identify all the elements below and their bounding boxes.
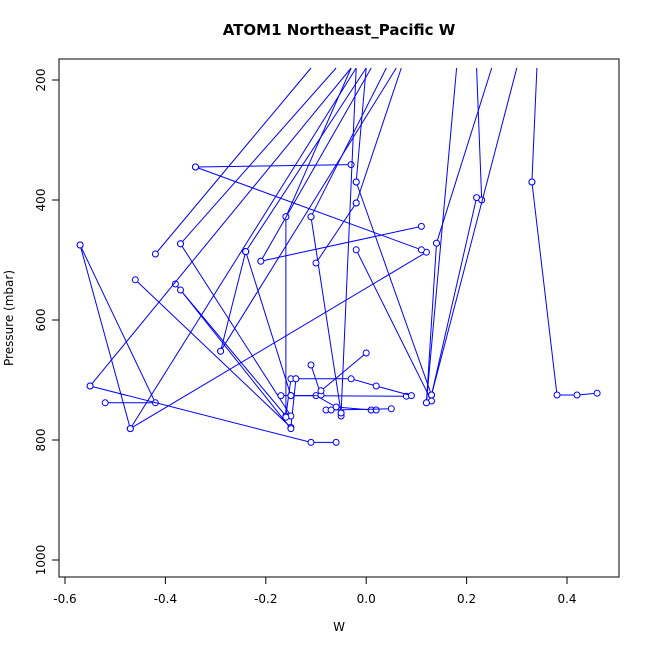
x-axis-label: W bbox=[333, 620, 345, 634]
x-tick-label: 0.0 bbox=[357, 592, 376, 606]
data-point bbox=[86, 382, 94, 390]
data-point bbox=[101, 399, 109, 407]
data-point bbox=[352, 199, 360, 207]
series-line bbox=[531, 67, 538, 183]
data-point bbox=[593, 389, 601, 397]
series-line bbox=[476, 67, 483, 201]
data-point bbox=[292, 375, 300, 383]
data-point bbox=[171, 280, 179, 288]
data-point bbox=[347, 161, 355, 169]
series-line bbox=[89, 67, 352, 387]
series-line bbox=[260, 225, 422, 262]
data-point bbox=[573, 391, 581, 399]
data-point bbox=[312, 259, 320, 267]
series-line bbox=[180, 67, 337, 245]
y-axis-label: Pressure (mbar) bbox=[2, 270, 16, 366]
series-line bbox=[290, 395, 407, 397]
data-point bbox=[282, 413, 290, 421]
series-line bbox=[245, 67, 367, 252]
data-point bbox=[327, 406, 335, 414]
data-point bbox=[428, 391, 435, 399]
series-line bbox=[425, 243, 437, 403]
data-point bbox=[76, 241, 84, 249]
series-line bbox=[355, 249, 432, 402]
series-line bbox=[436, 67, 493, 244]
series-line bbox=[220, 251, 247, 352]
series-line bbox=[195, 164, 352, 168]
plot-area bbox=[76, 67, 601, 446]
y-axis: 200 400 600 800 1000 bbox=[34, 69, 60, 576]
data-point bbox=[287, 425, 295, 433]
series-line bbox=[310, 67, 387, 218]
data-point bbox=[407, 392, 415, 400]
data-point bbox=[417, 222, 425, 230]
data-point bbox=[307, 438, 315, 446]
series-line bbox=[220, 67, 397, 352]
data-point bbox=[126, 425, 134, 433]
data-point bbox=[217, 347, 225, 355]
data-point bbox=[347, 375, 355, 383]
x-tick-label: -0.6 bbox=[53, 592, 76, 606]
series-line bbox=[180, 289, 292, 429]
series-line bbox=[285, 67, 352, 218]
y-tick-label: 800 bbox=[34, 429, 48, 452]
series-line bbox=[355, 67, 367, 183]
x-axis: -0.6 -0.4 -0.2 0.0 0.2 0.4 bbox=[53, 576, 577, 606]
series-line bbox=[155, 67, 312, 255]
data-point bbox=[372, 382, 380, 390]
series-line bbox=[320, 352, 367, 392]
x-tick-label: -0.2 bbox=[254, 592, 277, 606]
series-line bbox=[340, 67, 357, 414]
data-point bbox=[332, 438, 340, 446]
series-line bbox=[245, 251, 292, 396]
data-point bbox=[387, 405, 395, 413]
data-point bbox=[307, 361, 315, 369]
data-point bbox=[287, 392, 295, 400]
series-line bbox=[195, 166, 422, 251]
series-line bbox=[431, 197, 478, 396]
data-point bbox=[277, 392, 285, 400]
data-point bbox=[242, 248, 250, 256]
x-tick-label: -0.4 bbox=[154, 592, 177, 606]
data-point bbox=[528, 178, 536, 186]
x-tick-label: 0.4 bbox=[557, 592, 576, 606]
data-point bbox=[433, 239, 440, 247]
data-point bbox=[317, 387, 325, 395]
data-point bbox=[352, 178, 360, 186]
data-point bbox=[417, 246, 425, 254]
data-point bbox=[337, 409, 345, 417]
series-line bbox=[260, 67, 372, 262]
series-line bbox=[129, 67, 357, 429]
data-point bbox=[151, 250, 159, 258]
data-point bbox=[257, 257, 265, 265]
series-line bbox=[425, 67, 458, 403]
series-line bbox=[295, 378, 412, 397]
data-point bbox=[422, 399, 430, 407]
series-line bbox=[431, 67, 518, 396]
series-line bbox=[355, 67, 402, 204]
data-point bbox=[553, 391, 561, 399]
data-point bbox=[307, 213, 315, 221]
y-tick-label: 400 bbox=[34, 189, 48, 212]
data-point bbox=[177, 240, 184, 248]
y-tick-label: 200 bbox=[34, 69, 48, 92]
chart-title: ATOM1 Northeast_Pacific W bbox=[223, 21, 456, 39]
data-point bbox=[177, 286, 184, 294]
data-point bbox=[131, 276, 139, 284]
series-line bbox=[531, 181, 598, 396]
y-tick-label: 1000 bbox=[34, 545, 48, 576]
x-tick-label: 0.2 bbox=[457, 592, 476, 606]
data-point bbox=[372, 406, 380, 414]
data-point bbox=[362, 349, 370, 357]
data-point bbox=[352, 246, 360, 254]
data-point bbox=[192, 163, 199, 171]
y-tick-label: 600 bbox=[34, 309, 48, 332]
series-line bbox=[355, 181, 432, 396]
series-line bbox=[180, 243, 292, 417]
